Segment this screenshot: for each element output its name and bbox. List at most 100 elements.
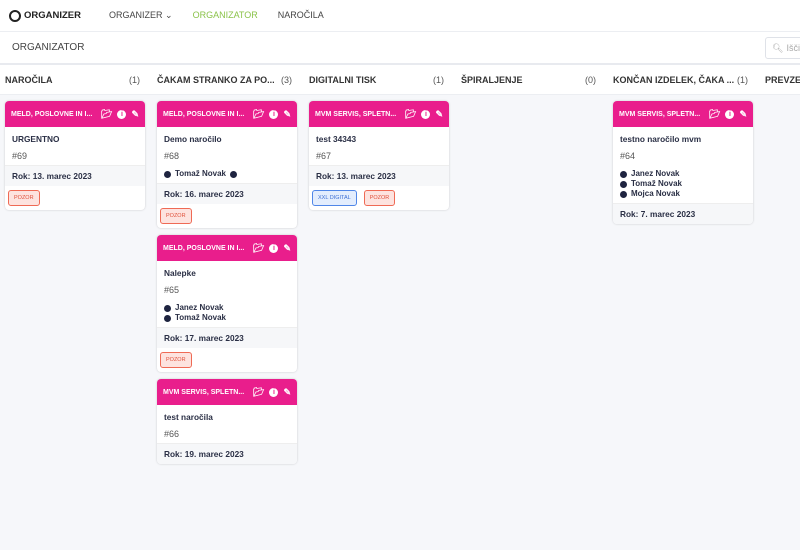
nav-label: ORGANIZER: [109, 10, 163, 20]
edit-icon[interactable]: ✎: [435, 108, 443, 119]
tags: XXL DIGITAL POZOR: [309, 186, 449, 210]
card-header: MELD, POSLOVNE IN I... 📂︎ i ✎: [157, 235, 297, 261]
kanban-column: [765, 101, 800, 464]
user-icon: [620, 180, 627, 188]
column-title: ŠPIRALJENJE: [461, 74, 523, 85]
chevron-down-icon: ⌄: [165, 10, 173, 20]
assignee: Tomaž Novak: [620, 179, 746, 189]
deadline: Rok: 17. marec 2023: [157, 327, 297, 348]
deadline: Rok: 7. marec 2023: [613, 203, 753, 224]
tag-red[interactable]: POZOR: [160, 352, 192, 368]
nav-organizator[interactable]: ORGANIZATOR: [192, 10, 258, 20]
folder-icon[interactable]: 📂︎: [253, 386, 265, 397]
logo-icon: [9, 9, 21, 22]
assignees: Tomaž Novak: [164, 169, 290, 179]
card-actions: 📂︎ i ✎: [253, 243, 291, 254]
client-name: MELD, POSLOVNE IN I...: [163, 110, 245, 118]
folder-icon[interactable]: 📂︎: [253, 108, 265, 119]
edit-icon[interactable]: ✎: [131, 108, 139, 119]
column-header[interactable]: NAROČILA (1): [5, 65, 145, 94]
assignee-name: Janez Novak: [175, 303, 224, 312]
edit-icon[interactable]: ✎: [739, 108, 747, 119]
column-title: DIGITALNI TISK: [309, 74, 377, 85]
column-header[interactable]: ŠPIRALJENJE (0): [461, 65, 601, 94]
kanban-column: MVM SERVIS, SPLETN... 📂︎ i ✎ testno naročilo…: [613, 101, 753, 464]
tag-red[interactable]: POZOR: [363, 190, 396, 206]
user-icon: [620, 190, 627, 198]
order-card[interactable]: MELD, POSLOVNE IN I... 📂︎ i ✎ Nalepke #65 Jane…: [157, 235, 297, 372]
card-header: MVM SERVIS, SPLETN... 📂︎ i ✎: [309, 101, 449, 127]
logo[interactable]: ORGANIZER: [9, 9, 81, 22]
card-header: MVM SERVIS, SPLETN... 📂︎ i ✎: [157, 379, 297, 405]
card-title: URGENTNO: [12, 134, 60, 144]
info-icon[interactable]: i: [269, 109, 279, 119]
kanban-column: MELD, POSLOVNE IN I... 📂︎ i ✎ Demo naročilo #…: [157, 101, 297, 464]
order-card[interactable]: MVM SERVIS, SPLETN... 📂︎ i ✎ test naročila #6…: [157, 379, 297, 464]
client-name: MELD, POSLOVNE IN I...: [11, 110, 93, 118]
order-card[interactable]: MVM SERVIS, SPLETN... 📂︎ i ✎ test 34343 #67 Ro…: [309, 101, 449, 210]
edit-icon[interactable]: ✎: [283, 386, 291, 397]
card-title: test naročila: [164, 412, 213, 422]
column-count: (0): [585, 74, 596, 85]
deadline: Rok: 16. marec 2023: [157, 183, 297, 204]
card-body: URGENTNO #69: [5, 127, 145, 165]
tag-blue[interactable]: XXL DIGITAL: [312, 190, 357, 206]
page-header: ORGANIZATOR 🔍︎ Išči: [0, 32, 800, 65]
info-icon[interactable]: i: [269, 387, 279, 397]
assignees: Janez Novak Tomaž Novak Mojca Novak: [620, 169, 746, 199]
card-title: Demo naročilo: [164, 134, 222, 144]
edit-icon[interactable]: ✎: [283, 242, 291, 253]
assignee-name: Tomaž Novak: [175, 169, 226, 178]
folder-icon[interactable]: 📂︎: [709, 108, 721, 119]
column-count: (1): [129, 74, 140, 85]
order-card[interactable]: MVM SERVIS, SPLETN... 📂︎ i ✎ testno naročilo…: [613, 101, 753, 224]
assignee-name: Mojca Novak: [631, 189, 680, 198]
search-input[interactable]: 🔍︎ Išči: [765, 37, 800, 59]
client-name: MVM SERVIS, SPLETN...: [163, 388, 245, 396]
card-body: Demo naročilo #68 Tomaž Novak: [157, 127, 297, 183]
order-card[interactable]: MELD, POSLOVNE IN I... 📂︎ i ✎ URGENTNO #69 Rok…: [5, 101, 145, 210]
deadline: Rok: 19. marec 2023: [157, 443, 297, 464]
column-title: PREVZET: [765, 74, 800, 85]
folder-icon[interactable]: 📂︎: [101, 108, 113, 119]
column-title: ČAKAM STRANKO ZA PO...: [157, 74, 275, 85]
order-number: #65: [164, 285, 180, 295]
nav-organizer[interactable]: ORGANIZER ⌄: [109, 10, 173, 21]
card-body: test naročila #66: [157, 405, 297, 443]
column-count: (3): [281, 74, 292, 85]
deadline: Rok: 13. marec 2023: [309, 165, 449, 186]
assignees: Janez Novak Tomaž Novak: [164, 303, 290, 323]
info-icon[interactable]: i: [725, 109, 735, 119]
card-title: Nalepke: [164, 268, 196, 278]
assignee-name: Tomaž Novak: [175, 313, 226, 322]
client-name: MVM SERVIS, SPLETN...: [619, 110, 701, 118]
info-icon[interactable]: i: [269, 243, 279, 253]
tags: POZOR: [157, 204, 297, 228]
info-icon[interactable]: i: [421, 109, 431, 119]
folder-icon[interactable]: 📂︎: [405, 108, 417, 119]
column-header[interactable]: KONČAN IZDELEK, ČAKA ... (1): [613, 65, 753, 94]
tag-red[interactable]: POZOR: [160, 208, 192, 224]
order-number: #67: [316, 151, 332, 161]
logo-text: ORGANIZER: [24, 10, 81, 21]
card-body: testno naročilo mvm #64 Janez Novak Tomaž N…: [613, 127, 753, 203]
order-card[interactable]: MELD, POSLOVNE IN I... 📂︎ i ✎ Demo naročilo #…: [157, 101, 297, 228]
client-name: MVM SERVIS, SPLETN...: [315, 110, 397, 118]
tag-red[interactable]: POZOR: [8, 190, 40, 206]
column-header[interactable]: PREVZET: [765, 65, 800, 94]
column-headers: NAROČILA (1) ČAKAM STRANKO ZA PO... (3) DIGI…: [0, 65, 800, 95]
nav-narocila[interactable]: NAROČILA: [277, 10, 324, 20]
card-header: MELD, POSLOVNE IN I... 📂︎ i ✎: [157, 101, 297, 127]
user-icon: [164, 314, 171, 322]
card-title: testno naročilo mvm: [620, 134, 702, 144]
info-icon[interactable]: i: [117, 109, 127, 119]
column-header[interactable]: ČAKAM STRANKO ZA PO... (3): [157, 65, 297, 94]
card-header: MELD, POSLOVNE IN I... 📂︎ i ✎: [5, 101, 145, 127]
column-header[interactable]: DIGITALNI TISK (1): [309, 65, 449, 94]
folder-icon[interactable]: 📂︎: [253, 242, 265, 253]
edit-icon[interactable]: ✎: [283, 108, 291, 119]
assignee: Mojca Novak: [620, 189, 746, 199]
client-name: MELD, POSLOVNE IN I...: [163, 244, 245, 252]
tags: POZOR: [157, 348, 297, 372]
column-title: NAROČILA: [5, 74, 53, 85]
